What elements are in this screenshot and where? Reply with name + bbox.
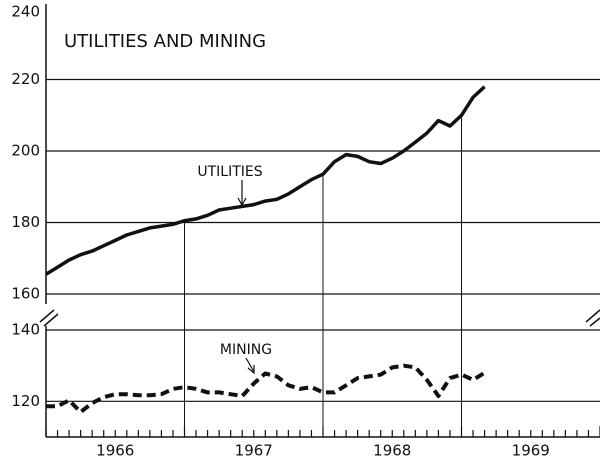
annotation-arrow [247,365,255,375]
series-line [46,363,486,414]
series-label: UTILITIES [197,164,262,180]
annotation-arrow [245,357,255,373]
y-tick-label: 240 [11,3,40,21]
y-tick-label: 220 [11,70,40,88]
y-tick-label: 200 [11,142,40,160]
axis-break [585,309,600,327]
x-tick-label: 1969 [512,442,550,460]
x-tick-label: 1967 [235,442,273,460]
chart-title: UTILITIES AND MINING [64,31,266,52]
x-tick-label: 1968 [373,442,411,460]
y-tick-label: 180 [11,213,40,231]
y-tick-label: 160 [11,285,40,303]
series-label: MINING [220,342,272,358]
y-tick-label: 120 [11,392,40,410]
y-tick-label: 140 [11,321,40,339]
axis-break [39,309,59,327]
x-tick-label: 1966 [96,442,134,460]
series-line [45,85,486,276]
